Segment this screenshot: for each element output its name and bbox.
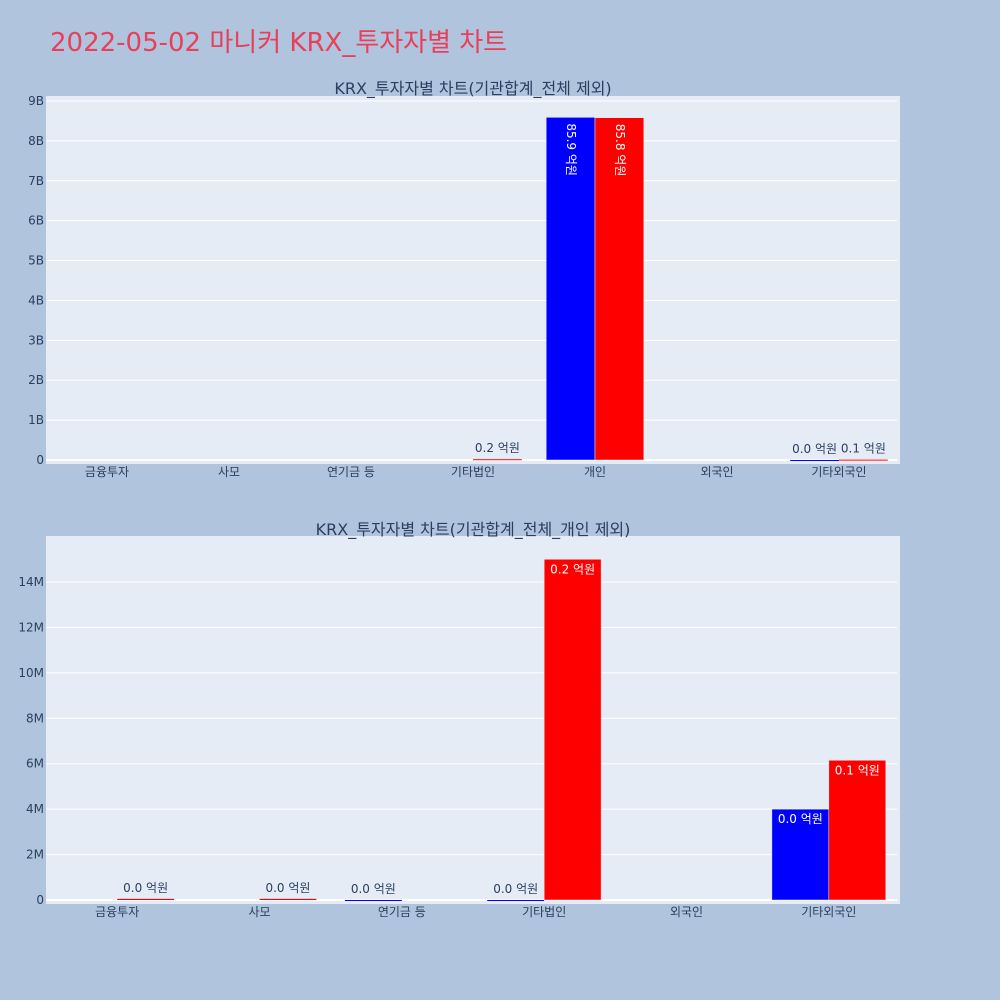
bar-1-0-5	[771, 808, 830, 901]
bar-0-1-6	[839, 459, 888, 461]
x-tick-label-0-6: 기타외국인	[811, 465, 866, 479]
page-title: 2022-05-02 마니커 KRX_투자자별 차트	[50, 28, 508, 58]
y-tick-label-0-5: 5B	[28, 254, 44, 268]
bar-0-0-6	[790, 460, 839, 461]
x-tick-label-1-0: 금융투자	[95, 905, 139, 919]
y-tick-label-0-1: 1B	[28, 413, 44, 427]
x-tick-label-1-4: 외국인	[670, 905, 703, 919]
y-tick-label-1-1: 2M	[26, 848, 44, 862]
y-tick-label-0-7: 7B	[28, 174, 44, 188]
bar-0-1-3	[473, 459, 522, 461]
y-tick-label-0-2: 2B	[28, 373, 44, 387]
x-tick-label-1-3: 기타법인	[522, 905, 566, 919]
data-label-0-1-3: 0.2 억원	[475, 441, 520, 455]
x-tick-label-0-0: 금융투자	[85, 465, 129, 479]
data-label-1-0-2: 0.0 억원	[351, 882, 396, 896]
y-tick-label-1-7: 14M	[18, 575, 44, 589]
data-label-1-1-3: 0.2 억원	[550, 562, 595, 576]
x-tick-label-1-5: 기타외국인	[801, 905, 856, 919]
x-tick-label-0-1: 사모	[218, 465, 240, 479]
bar-1-0-3	[487, 900, 545, 901]
x-tick-label-1-2: 연기금 등	[378, 905, 426, 919]
bar-0-0-4	[545, 117, 596, 461]
bar-0-1-4	[594, 117, 645, 461]
x-tick-label-0-3: 기타법인	[451, 465, 495, 479]
x-tick-label-0-4: 개인	[584, 465, 606, 479]
y-tick-label-0-9: 9B	[28, 94, 44, 108]
y-tick-label-0-6: 6B	[28, 214, 44, 228]
data-label-1-0-5: 0.0 억원	[778, 812, 823, 826]
data-label-0-0-6: 0.0 억원	[792, 442, 837, 456]
data-label-1-1-0: 0.0 억원	[123, 881, 168, 895]
data-label-1-1-1: 0.0 억원	[265, 881, 310, 895]
y-tick-label-1-6: 12M	[18, 620, 44, 634]
chart-title-0: KRX_투자자별 차트(기관합계_전체 제외)	[334, 79, 611, 99]
y-tick-label-1-2: 4M	[26, 802, 44, 816]
data-label-1-1-5: 0.1 억원	[835, 763, 880, 777]
bar-1-1-5	[828, 760, 887, 901]
bar-1-1-1	[259, 898, 317, 900]
y-tick-label-1-4: 8M	[26, 711, 44, 725]
data-label-0-1-4: 85.8 억원	[613, 124, 627, 177]
bar-1-0-2	[344, 900, 402, 901]
y-tick-label-1-0: 0	[36, 893, 44, 907]
x-tick-label-0-2: 연기금 등	[327, 465, 375, 479]
bar-1-1-3	[543, 559, 602, 901]
plot-area-1	[46, 536, 900, 904]
y-tick-label-0-0: 0	[36, 453, 44, 467]
y-tick-label-0-4: 4B	[28, 293, 44, 307]
y-tick-label-1-3: 6M	[26, 757, 44, 771]
y-tick-label-0-3: 3B	[28, 333, 44, 347]
data-label-1-0-3: 0.0 억원	[493, 882, 538, 896]
y-tick-label-0-8: 8B	[28, 134, 44, 148]
x-tick-label-1-1: 사모	[248, 905, 270, 919]
bar-1-1-0	[117, 898, 175, 900]
chart-title-1: KRX_투자자별 차트(기관합계_전체_개인 제외)	[316, 520, 631, 540]
data-label-0-0-4: 85.9 억원	[564, 123, 578, 176]
plot-area-0	[46, 96, 900, 464]
data-label-0-1-6: 0.1 억원	[841, 442, 886, 456]
y-tick-label-1-5: 10M	[18, 666, 44, 680]
x-tick-label-0-5: 외국인	[700, 465, 733, 479]
